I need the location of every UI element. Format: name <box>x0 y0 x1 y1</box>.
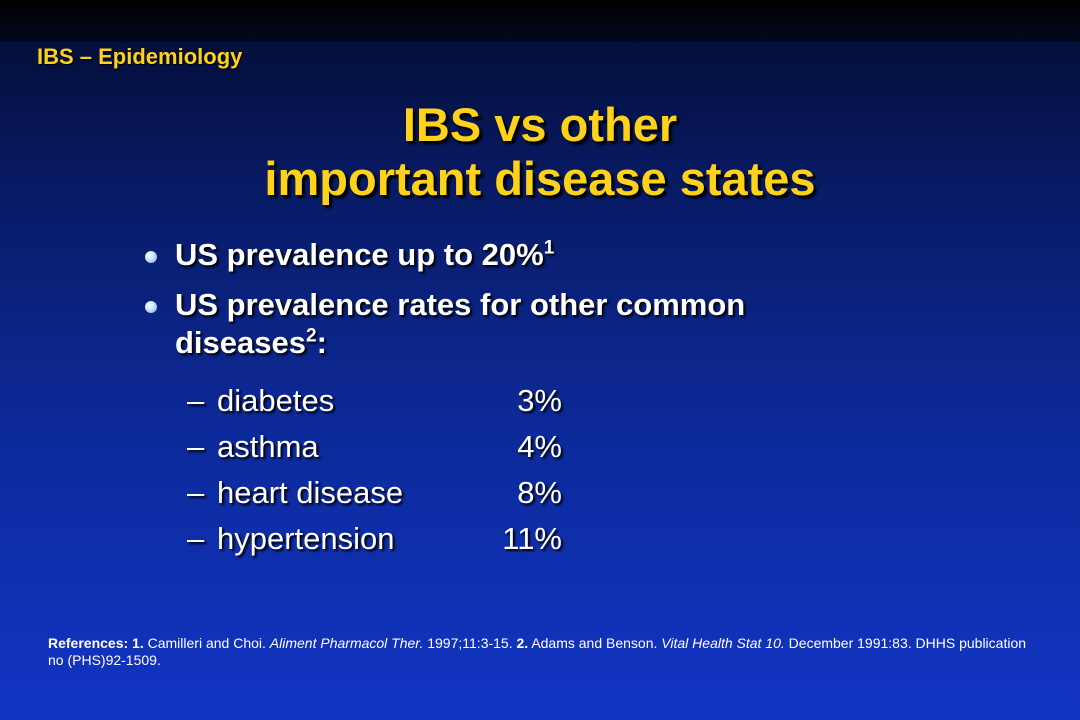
ref1-journal: Aliment Pharmacol Ther. <box>269 635 424 651</box>
dash: – <box>187 521 205 556</box>
bullet-dot-icon <box>145 251 157 263</box>
ref2-citation: December 1991:83. DHHS publication no (P… <box>48 635 1027 668</box>
disease-name: heart disease <box>217 475 404 510</box>
dash: – <box>187 383 205 418</box>
disease-row: – asthma 4% <box>187 424 562 470</box>
footnote-marker: 2 <box>306 325 317 347</box>
slide-title-line1: IBS vs other <box>402 98 678 151</box>
disease-name: asthma <box>217 429 319 464</box>
ref2-number: 2. <box>516 635 529 651</box>
disease-prevalence: 3% <box>517 383 562 418</box>
disease-row: – heart disease 8% <box>187 470 562 516</box>
slide-title-line2: important disease states <box>264 152 816 205</box>
bullet-dot-icon <box>145 301 157 313</box>
disease-prevalence: 11% <box>502 521 562 556</box>
bullet-suffix: : <box>316 325 327 360</box>
bullet-text: US prevalence up to 20% <box>175 237 544 272</box>
ref1-citation: 1997;11:3-15. <box>427 635 513 651</box>
disease-prevalence: 4% <box>517 429 562 464</box>
references-label: References: <box>48 635 129 651</box>
ref1-number: 1. <box>132 635 144 651</box>
dash: – <box>187 429 205 464</box>
ref2-journal: Vital Health Stat 10. <box>661 635 785 651</box>
disease-row: – hypertension 11% <box>187 516 562 562</box>
slide-title: IBS vs other important disease states <box>0 98 1080 206</box>
ref1-authors: Camilleri and Choi. <box>147 635 266 651</box>
footnote-marker: 1 <box>543 237 555 259</box>
references: References: 1. Camilleri and Choi. Alime… <box>48 635 1038 669</box>
bullet-item: US prevalence rates for other common dis… <box>145 286 865 362</box>
dash: – <box>187 475 205 510</box>
bullet-item: US prevalence up to 20%1 <box>145 236 865 274</box>
section-label: IBS – Epidemiology <box>37 44 243 69</box>
bullet-text: US prevalence rates for other common dis… <box>175 287 746 360</box>
ref2-authors: Adams and Benson. <box>531 635 658 651</box>
top-bar <box>0 0 1080 42</box>
disease-row: – diabetes 3% <box>187 378 562 424</box>
disease-prevalence: 8% <box>517 475 562 510</box>
bullet-list: US prevalence up to 20%1 US prevalence r… <box>145 236 865 374</box>
disease-name: diabetes <box>217 383 335 418</box>
disease-name: hypertension <box>217 521 395 556</box>
disease-list: – diabetes 3% – asthma 4% – heart diseas… <box>187 378 562 562</box>
